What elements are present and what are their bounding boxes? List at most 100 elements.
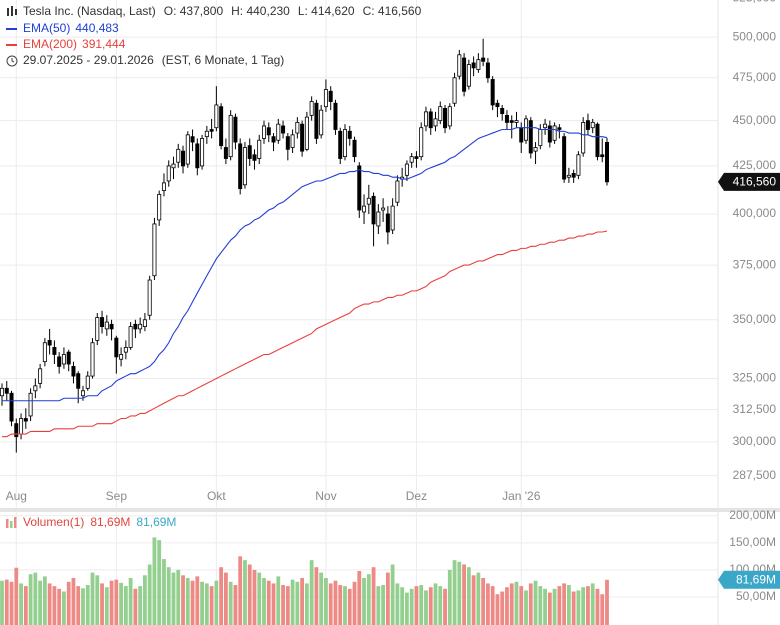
volume-bar: [324, 578, 328, 625]
candle-body: [161, 182, 166, 191]
candle-body: [14, 423, 19, 438]
volume-bar: [185, 578, 190, 625]
candle-body: [85, 375, 90, 389]
legend-icon: [11, 6, 13, 16]
clock-icon: [11, 58, 15, 63]
candle-body: [223, 147, 228, 159]
volume-bar: [524, 590, 528, 625]
volume-bar: [123, 586, 128, 625]
y-tick-label: 50,00M: [736, 589, 776, 603]
candle-body: [381, 207, 386, 211]
candle-body: [0, 387, 4, 397]
candle-body: [47, 340, 52, 346]
volume-bar: [119, 582, 123, 625]
x-tick-label: Dez: [406, 489, 427, 503]
candle-body: [342, 129, 347, 158]
volume-bar: [476, 572, 481, 625]
volume-bar: [38, 580, 43, 625]
candle-body: [247, 145, 252, 159]
volume-bar: [447, 569, 452, 625]
ohlc-label: H: 440,230: [231, 4, 290, 18]
volume-bar: [47, 583, 52, 625]
volume-bar: [543, 588, 547, 625]
candle-body: [114, 337, 119, 358]
panel-separator: [0, 508, 780, 512]
volume-bar: [33, 572, 38, 625]
candle-body: [285, 136, 290, 150]
volume-bar: [133, 588, 138, 625]
volume-bar: [595, 588, 600, 625]
candle-body: [495, 102, 500, 108]
volume-bar: [14, 567, 19, 625]
candle-body: [57, 356, 62, 367]
volume-bar: [138, 586, 143, 625]
volume-bar: [328, 583, 333, 625]
candle-body: [104, 321, 109, 330]
volume-bar: [247, 564, 252, 625]
candle-body: [519, 127, 524, 143]
volume-bar: [486, 583, 490, 625]
volume-bar: [228, 581, 233, 625]
candle-body: [171, 163, 176, 169]
candle-body: [543, 123, 548, 129]
volume-bar: [200, 581, 204, 625]
candle-body: [338, 130, 343, 159]
labels: 287,500 300,000 312,500 325,000 350,000 375,0…: [6, 0, 780, 603]
candle-body: [500, 108, 505, 115]
candle-body: [490, 79, 495, 106]
candle-body: [333, 102, 338, 130]
candle-body: [419, 127, 424, 158]
volume-bar: [85, 585, 90, 625]
candle-body: [9, 392, 14, 422]
chart-title: Tesla Inc. (Nasdaq, Last): [23, 4, 156, 18]
candle-body: [290, 134, 295, 148]
candle-body: [404, 163, 409, 176]
volume-bar: [419, 585, 424, 625]
candle-body: [138, 323, 143, 330]
candle-body: [462, 57, 467, 92]
candle-body: [300, 123, 305, 152]
legend-icon: [14, 517, 17, 528]
ema-line: [2, 230, 608, 438]
candle-body: [395, 180, 400, 203]
y-tick-label: 500,000: [733, 29, 777, 43]
legend-value: 440,483: [75, 21, 119, 35]
volume-bar: [195, 576, 200, 625]
candle-body: [504, 114, 509, 123]
volume-bar: [23, 586, 28, 625]
candle-body: [428, 111, 433, 129]
volume-bar: [586, 586, 590, 625]
legend-label: EMA(200): [23, 37, 77, 51]
x-tick-label: Nov: [315, 489, 336, 503]
candle-body: [214, 104, 219, 129]
legend-icon: [7, 8, 9, 16]
candle-body: [328, 90, 333, 102]
ohlc-label: C: 416,560: [363, 4, 422, 18]
candle-body: [252, 154, 257, 161]
candle-body: [242, 147, 247, 186]
candle-body: [466, 64, 471, 87]
volume-bar: [481, 578, 486, 625]
volume-bar: [352, 581, 357, 625]
candle-body: [80, 390, 85, 397]
volume-bar: [214, 580, 219, 625]
candle-body: [314, 102, 319, 139]
candle-body: [66, 351, 71, 365]
candle-body: [33, 385, 38, 392]
ema-line: [2, 127, 608, 402]
y-tick-label: 287,500: [733, 468, 777, 482]
volume-bar: [343, 586, 347, 625]
volume-bar: [290, 579, 295, 625]
volume-bar: [414, 586, 419, 625]
candle-body: [533, 147, 538, 152]
ohlc-label: L: 414,620: [298, 4, 355, 18]
volume-bar: [271, 583, 276, 625]
candle-body: [457, 54, 462, 77]
candle-body: [443, 108, 448, 129]
volume-bar: [266, 580, 271, 625]
candle-body: [23, 418, 28, 422]
volume-bar: [104, 587, 109, 625]
volume-bar: [371, 567, 376, 625]
volume-tag: [718, 570, 780, 589]
